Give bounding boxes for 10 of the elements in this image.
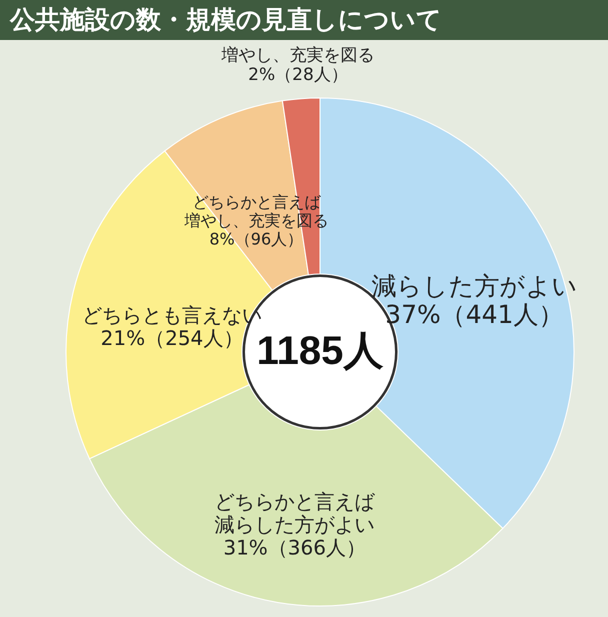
data-label: 8%（96人） bbox=[209, 229, 304, 248]
data-label: 2%（28人） bbox=[248, 65, 348, 86]
slice-label: 減らした方がよい bbox=[371, 271, 578, 300]
text: 1185人 bbox=[256, 329, 384, 373]
data-label: 21%（254人） bbox=[100, 326, 244, 350]
slice-label: 増やし、充実を図る bbox=[220, 46, 374, 66]
data-label: 31%（366人） bbox=[223, 535, 366, 560]
chart-title: 公共施設の数・規模の見直しについて bbox=[0, 0, 608, 40]
data-label: 37%（441人） bbox=[385, 300, 564, 330]
slice-label: どちらかと言えば減らした方がよい bbox=[214, 489, 376, 536]
